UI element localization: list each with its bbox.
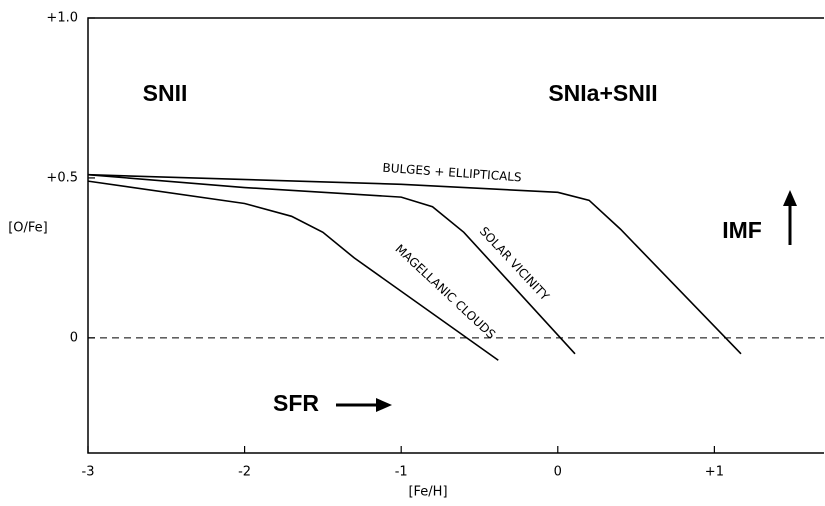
x-axis-label: [Fe/H] — [408, 485, 447, 500]
annotation: SNII — [143, 80, 188, 106]
x-tick-label: -3 — [82, 465, 95, 480]
x-tick-label: -1 — [395, 465, 408, 480]
series-label: BULGES + ELLIPTICALS — [382, 161, 522, 185]
series-label: MAGELLANIC CLOUDS — [392, 242, 498, 342]
series-line — [87, 180, 499, 361]
annotation: IMF — [722, 217, 762, 243]
series-line — [87, 173, 576, 355]
y-tick-label: 0 — [70, 330, 78, 345]
sfr-arrow-head — [376, 398, 392, 412]
x-tick-label: 0 — [554, 465, 562, 480]
y-tick-label: +0.5 — [46, 170, 78, 185]
y-tick-label: +1.0 — [46, 11, 78, 26]
annotation: SNIa+SNII — [548, 80, 657, 106]
annotation: SFR — [273, 390, 319, 416]
axis-frame — [87, 17, 824, 454]
imf-arrow-head — [783, 190, 797, 206]
series-line — [87, 173, 742, 355]
x-tick-label: -2 — [238, 465, 251, 480]
y-axis-label: [O/Fe] — [8, 221, 48, 236]
x-tick-label: +1 — [705, 465, 724, 480]
series-label: SOLAR VICINITY — [477, 224, 553, 304]
